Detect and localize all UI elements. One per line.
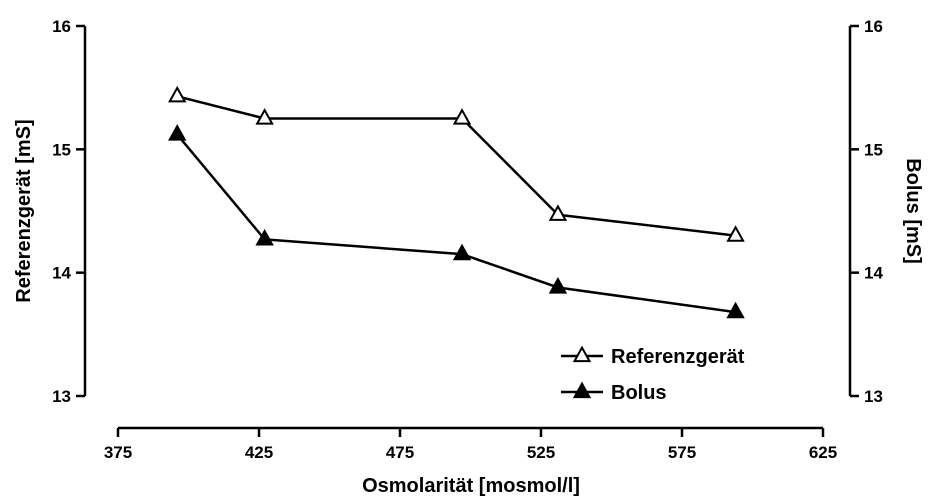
x-tick-label: 575 — [668, 443, 696, 462]
x-axis-title: Osmolarität [mosmol/l] — [362, 475, 580, 497]
x-tick-label: 375 — [104, 443, 132, 462]
left-y-tick-label: 14 — [52, 264, 71, 283]
series-layer — [168, 85, 745, 319]
left-y-axis-title: Referenzgerät [mS] — [13, 119, 35, 302]
legend: Referenzgerät Bolus — [561, 345, 745, 404]
x-tick-label: 525 — [527, 443, 555, 462]
x-tick-label: 475 — [386, 443, 414, 462]
chart-axes — [83, 26, 852, 430]
open-triangle-point — [548, 204, 568, 221]
legend-marker-1 — [572, 345, 592, 363]
right-y-tick-label: 13 — [864, 387, 883, 406]
left-y-tick-label: 13 — [52, 387, 71, 406]
left-y-tick-label: 15 — [52, 140, 71, 159]
open-triangle-point — [168, 85, 187, 103]
x-tick-label: 425 — [245, 443, 273, 462]
legend-label-1: Referenzgerät — [611, 346, 745, 368]
open-triangle-point — [452, 108, 472, 125]
open-triangle-point — [726, 225, 745, 242]
filled-triangle-point — [255, 228, 274, 246]
axis-ticks: 13 14 15 16 13 14 15 16 375 425 475 525 575 625 — [52, 17, 883, 462]
filled-triangle-point — [452, 243, 472, 261]
open-triangle-point — [255, 108, 274, 125]
right-y-axis-title: Bolus [mS] — [902, 158, 924, 264]
left-y-tick-label: 16 — [52, 17, 71, 36]
series-line-2 — [176, 133, 736, 314]
filled-triangle-point — [168, 124, 187, 141]
filled-triangle-point — [726, 301, 745, 319]
legend-label-2: Bolus — [611, 382, 667, 404]
right-y-tick-label: 14 — [864, 264, 883, 283]
filled-triangle-point — [548, 277, 568, 294]
right-y-tick-label: 15 — [864, 140, 883, 159]
legend-marker-2 — [572, 381, 592, 399]
x-tick-label: 625 — [809, 443, 837, 462]
right-y-tick-label: 16 — [864, 17, 883, 36]
